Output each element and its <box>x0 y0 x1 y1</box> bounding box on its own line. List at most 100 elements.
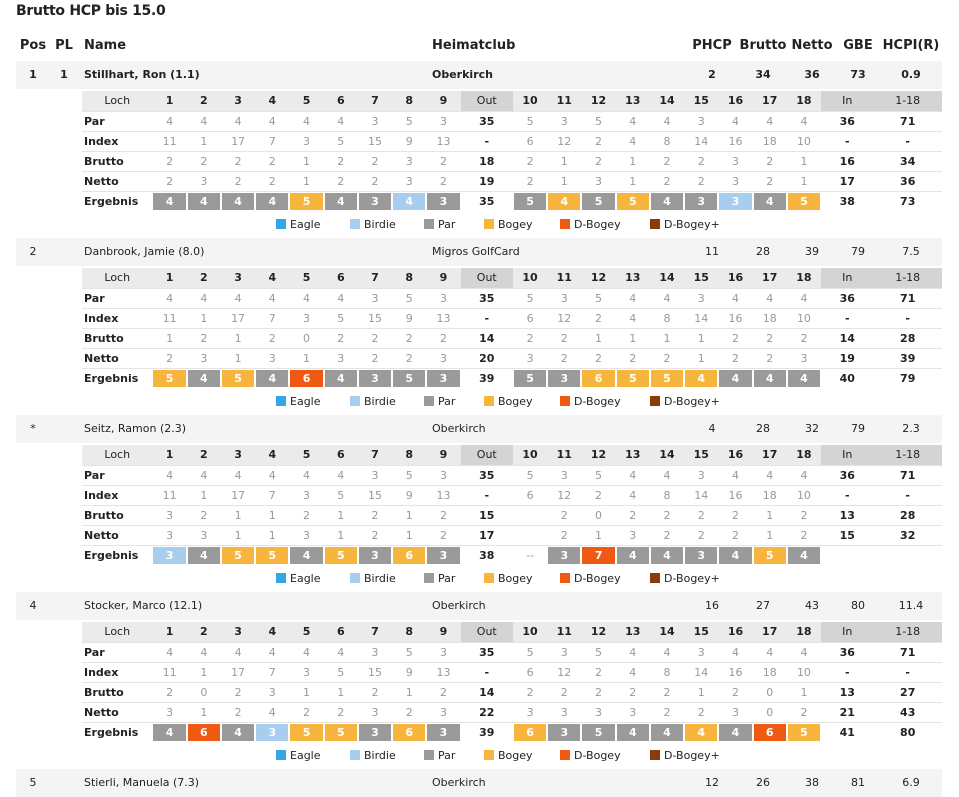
netto-cell: 1 <box>186 702 221 723</box>
score-chip: 4 <box>221 192 255 210</box>
score-chip: 5 <box>256 546 289 564</box>
netto-cell: 17 <box>821 171 874 192</box>
par-cell: 4 <box>186 111 221 132</box>
player-row[interactable]: * Seitz, Ramon (2.3) Oberkirch 4 28 32 79 2.3 <box>16 415 942 443</box>
par-cell: 71 <box>873 288 942 309</box>
index-cell: - <box>460 308 513 329</box>
index-cell: - <box>873 485 942 506</box>
score-chip: 4 <box>153 192 186 210</box>
index-cell: 4 <box>615 308 650 329</box>
netto-value: 36 <box>804 68 820 81</box>
hole-number: 17 <box>752 268 787 289</box>
legend-item: D-Bogey <box>560 395 621 409</box>
legend-swatch-icon <box>276 396 286 406</box>
header-netto[interactable]: Netto <box>791 38 833 53</box>
ergebnis-cell: 3 <box>152 545 186 565</box>
ergebnis-cell: 3 <box>684 191 718 211</box>
hole-number: 7 <box>357 91 393 112</box>
index-cell: 6 <box>512 308 548 329</box>
netto-cell: 1 <box>323 525 358 546</box>
hole-number: 11 <box>547 268 582 289</box>
header-club[interactable]: Heimatclub <box>432 38 516 53</box>
score-chip: 4 <box>187 369 220 387</box>
netto-cell: 1 <box>684 348 719 369</box>
legend-item: Bogey <box>484 395 533 409</box>
player-row[interactable]: 5 Stierli, Manuela (7.3) Oberkirch 12 26 38 81… <box>16 769 942 797</box>
ergebnis-total: 39 <box>479 725 495 739</box>
legend-label: Birdie <box>364 218 396 231</box>
brutto-cell: 2 <box>323 151 358 172</box>
ergebnis-cell: 5 <box>616 191 650 211</box>
hole-number: 14 <box>649 445 685 466</box>
hole-number: 15 <box>684 445 719 466</box>
score-chip: 3 <box>548 546 581 564</box>
par-cell: 4 <box>255 642 290 663</box>
brutto-cell: 3 <box>392 151 427 172</box>
par-cell: 4 <box>323 288 358 309</box>
hole-number: 1 <box>152 622 187 643</box>
ergebnis-cell: 4 <box>289 545 323 565</box>
player-row[interactable]: 1 1 Stillhart, Ron (1.1) Oberkirch 2 34 36 73 0.… <box>16 61 942 89</box>
legend-item: Birdie <box>350 218 396 232</box>
index-cell: 1 <box>186 662 221 683</box>
hole-number: 6 <box>323 268 358 289</box>
netto-cell: 3 <box>512 348 548 369</box>
legend-item: Par <box>424 395 455 409</box>
par-cell: 4 <box>786 288 822 309</box>
par-cell: 4 <box>718 288 753 309</box>
hole-number: 1 <box>152 268 187 289</box>
score-chip: 6 <box>582 369 615 387</box>
legend-swatch-icon <box>484 219 494 229</box>
netto-cell: 1 <box>289 171 324 192</box>
brutto-cell: 2 <box>152 682 187 703</box>
netto-cell: 2 <box>547 348 582 369</box>
loch-label: Loch <box>82 91 153 112</box>
score-chip: 5 <box>513 192 547 210</box>
score-chip: 3 <box>548 369 581 387</box>
score-chip: 4 <box>753 192 786 210</box>
index-cell: 3 <box>289 131 324 152</box>
score-chip: 3 <box>427 369 460 387</box>
netto-cell: 1 <box>220 348 256 369</box>
header-pos[interactable]: Pos <box>19 38 47 53</box>
header-brutto[interactable]: Brutto <box>739 38 787 53</box>
brutto-value: 28 <box>756 422 770 435</box>
par-label: Par <box>82 288 153 309</box>
player-row[interactable]: 4 Stocker, Marco (12.1) Oberkirch 16 27 43 80 1… <box>16 592 942 620</box>
player-row[interactable]: 2 Danbrook, Jamie (8.0) Migros GolfCard 11 2… <box>16 238 942 266</box>
par-cell: 4 <box>615 465 650 486</box>
par-cell: 4 <box>649 288 685 309</box>
header-name[interactable]: Name <box>84 38 127 53</box>
scorecard-header-row: Loch 1 2 3 4 5 6 7 8 9 Out 10 11 12 13 14 15 16 17 18 In 1-18 <box>82 445 942 466</box>
home-club: Oberkirch <box>432 599 486 612</box>
index-cell: - <box>821 131 874 152</box>
brutto-cell: 3 <box>255 682 290 703</box>
par-cell: 4 <box>718 111 753 132</box>
score-chip: 5 <box>650 369 684 387</box>
legend-item: Bogey <box>484 749 533 763</box>
brutto-value: 28 <box>756 245 770 258</box>
hole-number: 14 <box>649 622 685 643</box>
netto-cell: 2 <box>649 702 685 723</box>
header-phcp[interactable]: PHCP <box>692 38 732 53</box>
header-hcpi[interactable]: HCPI(R) <box>882 38 940 53</box>
ergebnis-cell: 4 <box>221 722 255 742</box>
ergebnis-row: Ergebnis 4 6 4 3 5 5 3 6 3 39 6 3 5 4 4 4 4 6 5 41 80 <box>82 722 942 742</box>
index-cell: 12 <box>547 662 582 683</box>
par-cell: 35 <box>460 465 513 486</box>
loch-label: Loch <box>82 268 153 289</box>
header-gbe[interactable]: GBE <box>843 38 873 53</box>
brutto-cell: 2 <box>786 505 822 526</box>
index-cell: 9 <box>392 485 427 506</box>
netto-cell: 3 <box>152 702 187 723</box>
hole-number: 11 <box>547 91 582 112</box>
hcpi-value: 2.3 <box>902 422 920 435</box>
score-chip: 3 <box>358 369 392 387</box>
netto-cell: 0 <box>752 702 787 723</box>
index-label: Index <box>82 485 153 506</box>
netto-value: 38 <box>805 776 819 789</box>
header-pl[interactable]: PL <box>55 38 73 53</box>
index-cell: 11 <box>152 131 187 152</box>
par-cell: 4 <box>289 465 324 486</box>
score-chip: 6 <box>393 723 426 741</box>
